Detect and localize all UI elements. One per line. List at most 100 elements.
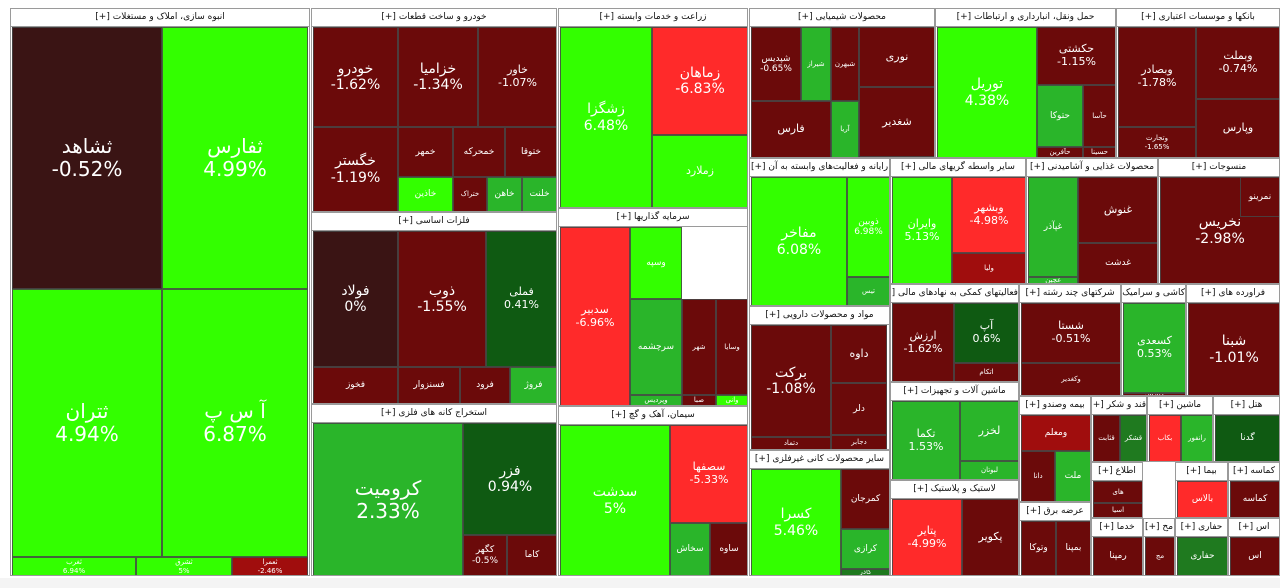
tile-1[interactable]: خزامیا -1.34% [398, 27, 478, 127]
sector-header[interactable]: سایر واسطه گریهای مالی [+] [891, 159, 1025, 177]
tile-3[interactable]: کاما [507, 535, 556, 575]
sector-header[interactable]: قند و شکر [+] [1092, 397, 1146, 415]
expand-toggle[interactable]: [+] [380, 408, 396, 418]
tile-0[interactable]: مج [1145, 537, 1174, 575]
tile-1[interactable]: اسیا [1093, 503, 1142, 517]
tile-0[interactable]: برکت -1.08% [751, 325, 831, 437]
expand-toggle[interactable]: [+] [891, 288, 896, 298]
tile-6[interactable]: ختوقا [505, 127, 556, 177]
tile-4[interactable]: خمهر [398, 127, 453, 177]
tile-0[interactable]: گدنا [1215, 415, 1279, 461]
tile-8[interactable]: ختراک [453, 177, 487, 211]
tile-3[interactable]: خگستر -1.19% [313, 127, 398, 211]
tile-1[interactable]: رانفور [1181, 415, 1212, 461]
expand-toggle[interactable]: [+] [1186, 466, 1201, 476]
tile-3[interactable]: غچین [1028, 277, 1078, 283]
tile-3[interactable]: دجابر [831, 435, 887, 449]
tile-5[interactable]: ثشرق 5% [136, 557, 232, 575]
sector-header[interactable]: حفاری [+] [1176, 519, 1227, 537]
expand-toggle[interactable]: [+] [1158, 400, 1174, 410]
sector-header[interactable]: محصولات غذایی و آشامیدنی [+] [1027, 159, 1157, 177]
sector-header[interactable]: شرکتهای چند رشته [+] [1020, 285, 1120, 303]
tile-3[interactable]: فارس [751, 101, 831, 157]
tile-1[interactable]: داوه [831, 325, 887, 383]
sector-header[interactable]: اس [+] [1229, 519, 1279, 537]
sector-header[interactable]: سیمان، آهک و گچ [+] [559, 407, 747, 425]
sector-header[interactable]: بیمه وصندو [+] [1020, 397, 1090, 415]
expand-toggle[interactable]: [+] [1099, 522, 1114, 532]
tile-0[interactable]: سدشت 5% [560, 425, 670, 575]
tile-0[interactable]: حفاری [1177, 537, 1227, 575]
tile-1[interactable]: وکغدیر [1021, 363, 1120, 395]
tile-0[interactable]: وایران 5.13% [892, 177, 952, 283]
tile-1[interactable]: وسپه [630, 227, 682, 299]
expand-toggle[interactable]: [+] [616, 212, 632, 222]
tile-5[interactable]: فرود [460, 367, 510, 403]
tile-0[interactable]: بکاب [1149, 415, 1181, 461]
sector-header[interactable]: بانکها و موسسات اعتباری [+] [1117, 9, 1279, 27]
expand-toggle[interactable]: [+] [381, 12, 396, 22]
expand-toggle[interactable]: [+] [599, 12, 615, 22]
expand-toggle[interactable]: [+] [1025, 400, 1040, 410]
tile-0[interactable]: وبصادر -1.78% [1118, 27, 1196, 127]
sector-header[interactable]: کماسه [+] [1229, 463, 1279, 481]
tile-0[interactable]: شپدیس -0.65% [751, 27, 801, 101]
tile-0[interactable]: وتوکا [1021, 521, 1056, 575]
tile-1[interactable]: پکویر [962, 499, 1018, 575]
expand-toggle[interactable]: [+] [903, 386, 918, 396]
tile-3[interactable]: کاذر [841, 569, 889, 575]
tile-0[interactable]: شستا -0.51% [1021, 303, 1120, 363]
sector-header[interactable]: خودرو و ساخت قطعات [+] [312, 9, 556, 27]
tile-1[interactable]: سصفها -5.33% [670, 425, 747, 523]
expand-toggle[interactable]: [+] [611, 410, 626, 420]
tile-1[interactable]: آپ 0.6% [954, 303, 1018, 363]
sector-header[interactable]: انبوه سازی، املاک و مستغلات [+] [11, 9, 309, 27]
expand-toggle[interactable]: [+] [1098, 466, 1113, 476]
expand-toggle[interactable]: [+] [1180, 522, 1196, 532]
tile-4[interactable]: وسایا [716, 299, 747, 395]
tile-0[interactable]: های [1093, 481, 1142, 503]
tile-8[interactable]: شغدیر [859, 87, 934, 157]
tile-8[interactable]: وانی [716, 395, 747, 405]
tile-2[interactable]: لبوتان [960, 461, 1018, 479]
tile-2[interactable]: کرازی [841, 529, 889, 569]
tile-2[interactable]: ساوه [710, 523, 747, 575]
tile-2[interactable]: کگهر -0.5% [463, 535, 507, 575]
expand-toggle[interactable]: [+] [754, 454, 770, 464]
tile-5[interactable]: حآفرین [1037, 147, 1083, 157]
expand-toggle[interactable]: [+] [750, 162, 766, 172]
expand-toggle[interactable]: [+] [1144, 522, 1160, 532]
tile-2[interactable]: ثتران 4.94% [12, 289, 162, 557]
sector-header[interactable]: سایر محصولات کانی غیرفلزی [+] [750, 451, 889, 469]
tile-1[interactable]: لخزر [960, 401, 1018, 461]
tile-2[interactable]: شبهرن [831, 27, 859, 101]
sector-header[interactable]: خدما [+] [1092, 519, 1142, 537]
tile-1[interactable]: فزر 0.94% [463, 423, 556, 535]
tile-0[interactable]: خودرو -1.62% [313, 27, 398, 127]
tile-0[interactable]: سدبیر -6.96% [560, 227, 630, 405]
tile-4[interactable]: حسینا [1083, 147, 1115, 157]
expand-toggle[interactable]: [+] [1232, 466, 1248, 476]
expand-toggle[interactable]: [+] [901, 162, 916, 172]
tile-1[interactable]: کمرجان [841, 469, 889, 529]
expand-toggle[interactable]: [+] [913, 484, 928, 494]
tile-3[interactable]: حآسا [1083, 85, 1115, 147]
sector-header[interactable]: مواد و محصولات دارویی [+] [750, 307, 889, 325]
sector-header[interactable]: حمل ونقل، انبارداری و ارتباطات [+] [936, 9, 1115, 27]
tile-0[interactable]: قثابت [1093, 415, 1120, 461]
sector-header[interactable]: بیما [+] [1176, 463, 1227, 481]
tile-3[interactable]: فخوز [313, 367, 398, 403]
tile-0[interactable]: توریل 4.38% [937, 27, 1037, 157]
expand-toggle[interactable]: [+] [1092, 400, 1104, 410]
expand-toggle[interactable]: [+] [1200, 288, 1216, 298]
tile-2[interactable]: ولیا [952, 253, 1025, 283]
sector-header[interactable]: ماشین آلات و تجهیزات [+] [891, 383, 1018, 401]
tile-0[interactable]: اس [1230, 537, 1279, 575]
tile-0[interactable]: ومعلم [1021, 415, 1090, 451]
expand-toggle[interactable]: [+] [798, 12, 813, 22]
tile-0[interactable]: کرومیت 2.33% [313, 423, 463, 575]
tile-0[interactable]: شبنا -1.01% [1188, 303, 1279, 395]
tile-0[interactable]: زشگزا 6.48% [560, 27, 652, 207]
sector-header[interactable]: اطلاع [+] [1092, 463, 1142, 481]
tile-1[interactable]: وبملت -0.74% [1196, 27, 1279, 99]
